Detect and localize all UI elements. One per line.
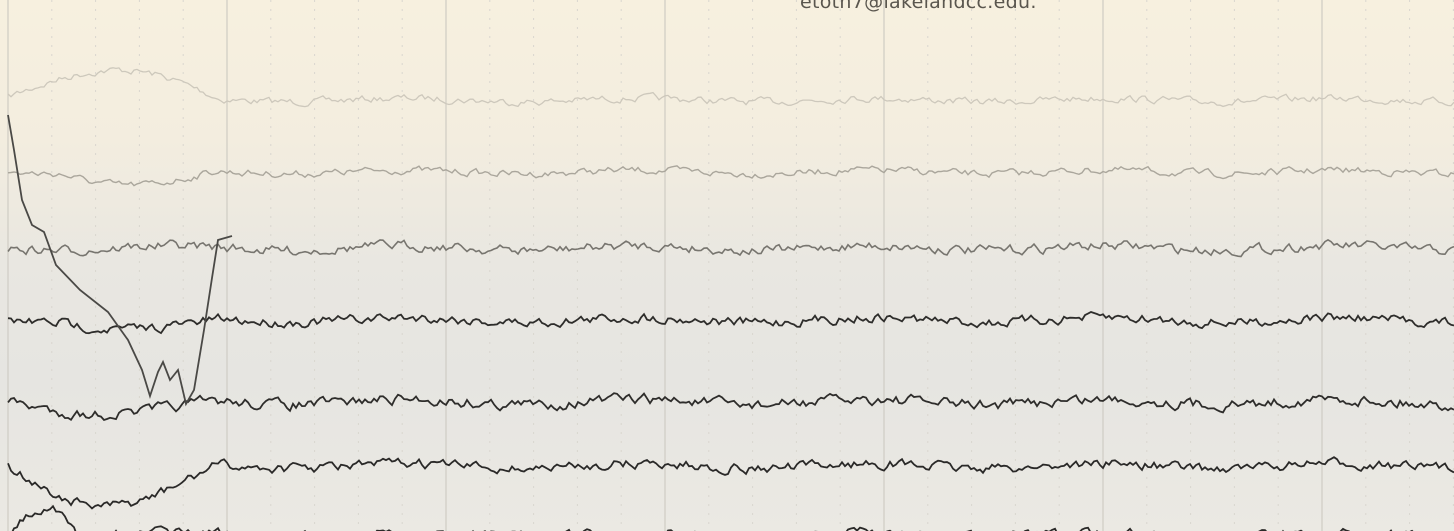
eeg-trace bbox=[7, 238, 1454, 258]
eeg-trace bbox=[7, 456, 1454, 510]
eeg-trace bbox=[7, 392, 1454, 422]
eeg-trace bbox=[7, 165, 1454, 187]
eeg-trace bbox=[7, 311, 1454, 335]
eeg-trace bbox=[11, 504, 1414, 531]
contact-email: etoth7@lakelandcc.edu. bbox=[800, 0, 1037, 13]
eeg-trace bbox=[7, 67, 1454, 108]
eeg-artifact bbox=[7, 114, 233, 407]
